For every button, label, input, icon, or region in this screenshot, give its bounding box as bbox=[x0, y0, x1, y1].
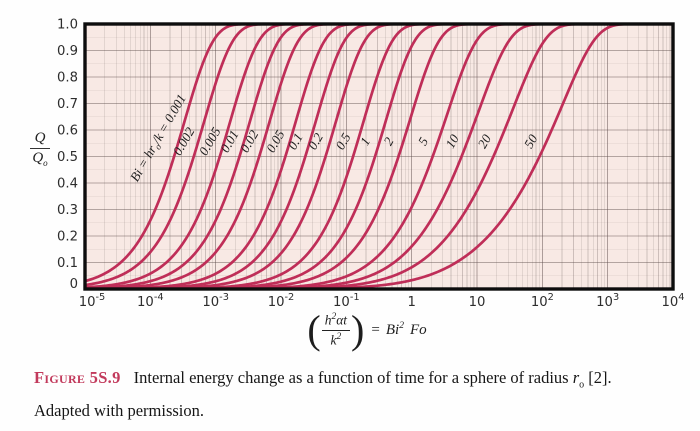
caption-line-2: Adapted with permission. bbox=[34, 401, 205, 421]
x-axis-title-rhs: = Bi2 Fo bbox=[371, 321, 427, 338]
curve-label-0.1: 0.1 bbox=[285, 130, 306, 152]
x-tick-label: 10-1 bbox=[333, 292, 360, 310]
x-tick-label: 103 bbox=[596, 292, 619, 310]
x-axis-title-fraction: h2αt k2 bbox=[321, 312, 351, 348]
grid bbox=[84, 24, 674, 289]
y-tick-label: 0.3 bbox=[57, 203, 78, 218]
y-axis-title-denominator: Qo bbox=[32, 150, 48, 168]
plot-border bbox=[83, 22, 675, 291]
x-tick-label: 10-2 bbox=[268, 292, 295, 310]
y-tick-label: 0.1 bbox=[57, 256, 78, 271]
x-tick-label: 10-3 bbox=[202, 292, 229, 310]
y-tick-label: 0.5 bbox=[57, 150, 78, 165]
close-paren: ) bbox=[351, 307, 365, 352]
x-tick-label: 104 bbox=[661, 292, 684, 310]
figure-caption: Figure 5S.9 Internal energy change as a f… bbox=[34, 365, 689, 424]
curve-label-0.2: 0.2 bbox=[305, 130, 326, 152]
y-tick-label: 1.0 bbox=[57, 18, 78, 33]
open-paren: ( bbox=[307, 307, 321, 352]
x-tick-label: 10-5 bbox=[79, 292, 106, 310]
x-tick-label: 10-4 bbox=[137, 292, 164, 310]
curve-label-0.5: 0.5 bbox=[332, 130, 353, 152]
axis-tick-labels: 10-5 10-4 10-3 10-2 10-1 1 10 102 103 104 1.0 0.9 0.… bbox=[57, 18, 684, 311]
y-tick-label: 0.2 bbox=[57, 230, 78, 245]
x-axis-title: ( h2αt k2 ) = Bi2 Fo bbox=[37, 309, 697, 351]
y-axis-title-numerator: Q bbox=[29, 130, 51, 149]
y-tick-label: 0.7 bbox=[57, 97, 78, 112]
y-tick-label: 0.6 bbox=[57, 124, 78, 139]
y-tick-label: 0.8 bbox=[57, 71, 78, 86]
y-tick-label: 0.9 bbox=[57, 44, 78, 59]
figure-label: Figure 5S.9 bbox=[34, 368, 121, 387]
caption-line-1: Figure 5S.9 Internal energy change as a f… bbox=[34, 368, 612, 391]
y-tick-label: 0 bbox=[70, 277, 78, 292]
y-axis-title: Q Qo bbox=[24, 130, 56, 168]
y-tick-label: 0.4 bbox=[57, 177, 78, 192]
x-tick-label: 10 bbox=[469, 295, 486, 310]
x-tick-label: 1 bbox=[407, 295, 415, 310]
x-tick-label: 102 bbox=[531, 292, 554, 310]
